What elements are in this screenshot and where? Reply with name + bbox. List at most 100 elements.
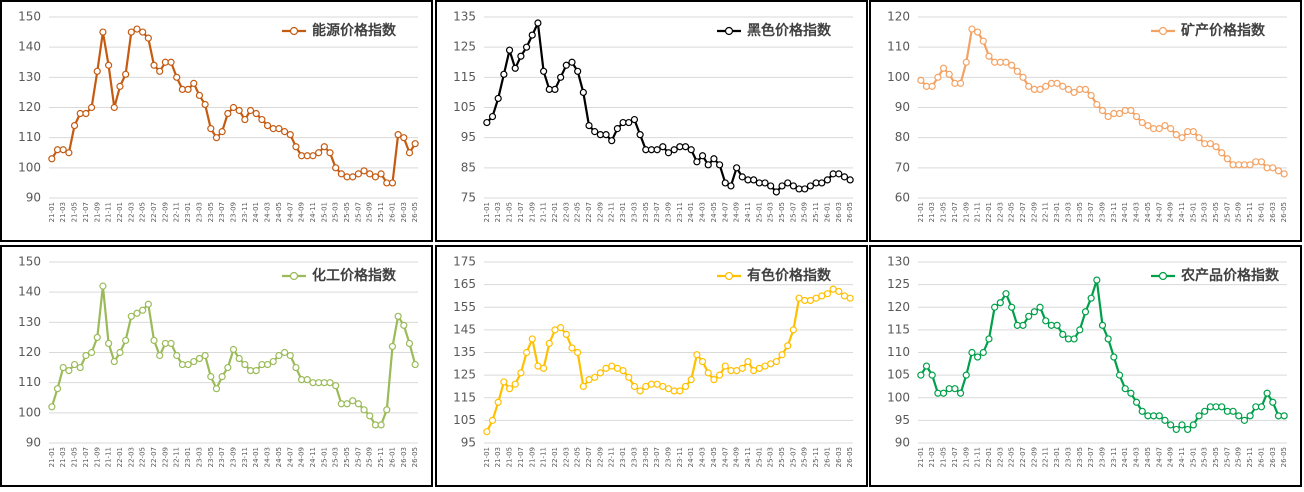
y-tick-label: 105: [887, 368, 910, 382]
point: [275, 125, 283, 133]
point: [1167, 421, 1175, 429]
point: [1019, 321, 1027, 329]
point: [400, 134, 408, 142]
x-tick-label: 22-09: [1030, 202, 1038, 222]
x-tick-label: 25-05: [778, 202, 786, 222]
point: [207, 125, 215, 133]
point: [1087, 91, 1095, 100]
point: [354, 170, 362, 178]
point: [1098, 321, 1107, 329]
y-tick-label: 110: [887, 40, 910, 54]
x-tick-label: 25-01: [1189, 447, 1197, 467]
point: [1059, 82, 1067, 90]
point: [1206, 140, 1214, 148]
x-tick-label: 24-01: [1121, 202, 1129, 222]
point: [1235, 412, 1243, 420]
x-tick-label: 22-11: [1042, 447, 1050, 467]
x-tick-label: 24-09: [1167, 202, 1175, 222]
point: [698, 357, 707, 366]
point: [1167, 125, 1175, 133]
point: [150, 336, 158, 345]
x-tick-label: 23-09: [1099, 202, 1107, 222]
point: [190, 357, 198, 366]
x-tick-label: 25-09: [1235, 202, 1243, 222]
point: [59, 363, 67, 372]
point: [394, 131, 402, 139]
point: [917, 371, 925, 379]
point: [681, 143, 690, 151]
x-tick-label: 24-01: [1121, 447, 1129, 467]
legend-label: 农产品价格指数: [1180, 267, 1280, 284]
point: [1002, 290, 1010, 298]
point: [522, 43, 531, 51]
point: [1104, 112, 1112, 121]
point: [846, 176, 854, 184]
point: [557, 73, 565, 81]
x-tick-label: 23-03: [195, 447, 203, 467]
x-tick-label: 23-07: [218, 202, 226, 222]
x-tick-label: 24-09: [733, 202, 741, 222]
point: [1223, 155, 1231, 163]
panel-border: [435, 245, 868, 487]
point: [127, 312, 135, 320]
point: [608, 137, 616, 145]
point: [801, 185, 809, 193]
point: [218, 373, 226, 381]
y-tick-label: 135: [453, 10, 476, 24]
x-tick-label: 23-05: [1076, 447, 1084, 467]
point: [360, 167, 368, 175]
x-tick-label: 25-01: [320, 447, 328, 467]
x-tick-label: 22-11: [608, 202, 616, 222]
x-tick-label: 25-11: [1246, 202, 1254, 222]
x-tick-label: 22-09: [1030, 447, 1038, 467]
point: [1115, 371, 1124, 379]
point: [337, 170, 345, 178]
point: [371, 173, 380, 181]
x-tick-label: 24-01: [687, 447, 695, 467]
y-tick-label: 100: [887, 390, 910, 404]
point: [252, 366, 260, 375]
x-tick-label: 23-07: [653, 447, 661, 467]
point: [710, 376, 718, 384]
point: [1008, 303, 1016, 311]
point: [500, 378, 508, 386]
x-tick-label: 25-07: [354, 447, 362, 467]
point: [105, 61, 113, 69]
point: [224, 363, 232, 372]
x-tick-label: 24-11: [744, 202, 752, 222]
x-tick-label: 21-11: [540, 202, 548, 222]
x-tick-label: 23-01: [1053, 202, 1061, 222]
x-tick-label: 25-05: [343, 202, 351, 222]
point: [1059, 330, 1067, 339]
x-tick-label: 24-11: [744, 447, 752, 467]
x-tick-label: 22-11: [1042, 202, 1050, 222]
point: [48, 403, 56, 411]
x-tick-label: 23-07: [653, 202, 661, 222]
point: [82, 109, 90, 118]
x-tick-label: 21-03: [59, 447, 67, 467]
x-tick-label: 25-09: [366, 447, 374, 467]
point: [956, 389, 965, 397]
point: [167, 58, 175, 66]
point: [366, 412, 374, 420]
y-tick-label: 100: [18, 405, 41, 419]
point: [173, 73, 181, 81]
point: [235, 106, 243, 115]
point: [625, 373, 633, 381]
point: [110, 103, 118, 112]
point: [789, 182, 797, 190]
x-tick-label: 21-03: [494, 447, 502, 467]
chart-panel: 90 100 110 120 130 140 150 21-01 21-03 21-05 21-07…: [0, 0, 433, 242]
point: [275, 351, 283, 360]
x-tick-label: 25-07: [1223, 202, 1231, 222]
point: [1019, 73, 1027, 81]
point: [48, 155, 56, 163]
point: [1218, 149, 1226, 157]
point: [1161, 121, 1169, 130]
x-tick-label: 23-09: [230, 447, 238, 467]
point: [928, 371, 936, 379]
point: [1042, 82, 1050, 90]
y-tick-label: 140: [18, 285, 41, 299]
legend-marker: [289, 271, 299, 281]
point: [269, 357, 277, 366]
